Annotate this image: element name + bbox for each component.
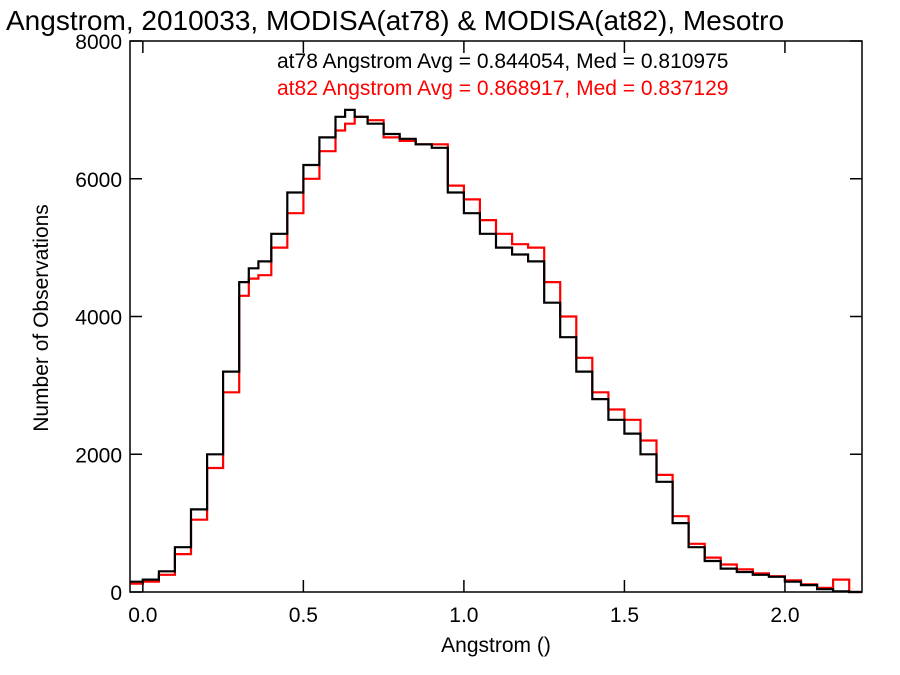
x-axis-label: Angstrom (): [441, 634, 551, 657]
x-tick-label: 2.0: [770, 604, 799, 627]
x-tick-label: 1.0: [449, 604, 478, 627]
legend: at78 Angstrom Avg = 0.844054, Med = 0.81…: [277, 50, 728, 100]
y-axis-label: Number of Observations: [30, 204, 53, 432]
y-tick-label: 4000: [75, 307, 122, 330]
y-tick-label: 6000: [75, 169, 122, 192]
chart-title: Angstrom, 2010033, MODISA(at78) & MODISA…: [6, 5, 784, 36]
plot-lines: [130, 108, 862, 594]
y-tick-label: 0: [110, 582, 122, 605]
y-tick-label: 2000: [75, 444, 122, 467]
x-tick-label: 0.0: [128, 604, 157, 627]
legend-entry-at78: at78 Angstrom Avg = 0.844054, Med = 0.81…: [277, 50, 728, 73]
legend-entry-at82: at82 Angstrom Avg = 0.868917, Med = 0.83…: [277, 77, 728, 100]
y-axis: 0 2000 4000 6000 8000: [75, 31, 862, 605]
x-axis: 0.0 0.5 1.0 1.5 2.0: [128, 41, 800, 627]
x-tick-label: 0.5: [289, 604, 318, 627]
x-tick-label: 1.5: [610, 604, 639, 627]
y-tick-label: 8000: [75, 31, 122, 54]
series-line-at78: [130, 108, 862, 594]
